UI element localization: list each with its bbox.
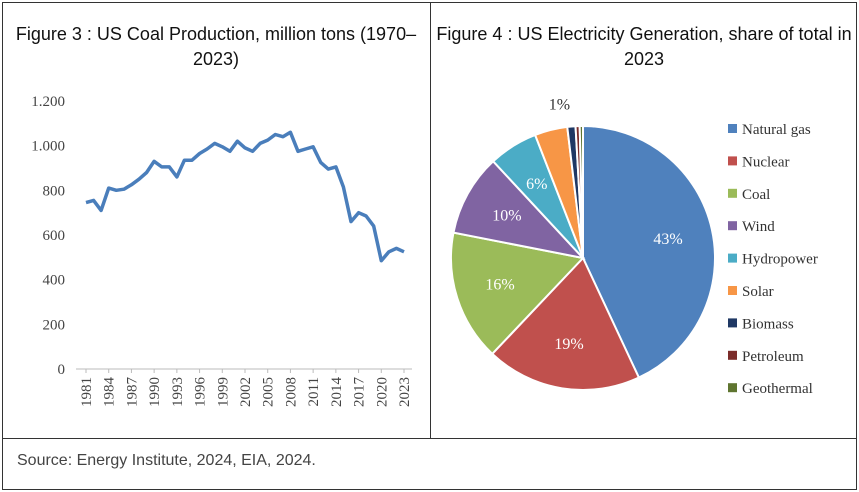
pie-slice: [452, 159, 586, 260]
legend-label: Nuclear: [742, 154, 789, 170]
source-note: Source: Energy Institute, 2024, EIA, 202…: [17, 452, 316, 469]
y-tick-label: 400: [43, 273, 66, 289]
pie-slice: [578, 124, 584, 259]
legend-label: Petroleum: [742, 349, 804, 365]
x-tick-label: 2020: [374, 377, 390, 407]
x-tick-label: 2023: [397, 377, 413, 407]
legend-label: Hydropower: [742, 252, 818, 268]
legend-swatch: [728, 124, 737, 133]
x-tick-label: 1984: [102, 377, 118, 408]
pie-slice: [450, 231, 585, 356]
x-tick-label: 2005: [261, 377, 277, 407]
y-tick-label: 800: [43, 183, 66, 199]
x-tick-label: 2002: [238, 377, 254, 407]
y-tick-label: 0: [58, 362, 66, 378]
pie-slice: [490, 256, 641, 391]
y-tick-label: 1.000: [31, 139, 65, 155]
x-tick-label: 1999: [215, 377, 231, 407]
legend-swatch: [728, 221, 737, 231]
x-tick-label: 1990: [147, 377, 163, 407]
legend-swatch: [728, 253, 737, 263]
y-tick-label: 200: [43, 317, 66, 333]
y-tick-label: 600: [43, 228, 66, 244]
data-label: 6%: [526, 176, 547, 193]
x-tick-label: 1996: [193, 377, 209, 408]
legend-label: Coal: [742, 187, 770, 203]
legend-swatch: [728, 383, 737, 393]
legend-label: Biomass: [742, 316, 794, 332]
y-tick-label: 1.200: [31, 94, 65, 110]
x-tick-label: 1981: [79, 377, 95, 407]
data-label: 1%: [549, 97, 570, 114]
data-line: [85, 130, 405, 263]
chart-title: Figure 4 : US Electricity Generation, sh…: [436, 24, 852, 69]
data-label: 43%: [653, 231, 682, 248]
pie-slice: [582, 124, 716, 379]
legend-swatch: [728, 188, 737, 198]
x-tick-label: 2017: [352, 377, 368, 408]
legend-swatch: [728, 318, 737, 328]
data-label: 16%: [485, 277, 514, 294]
x-tick-label: 1987: [124, 377, 140, 408]
data-label: 19%: [554, 336, 583, 353]
x-tick-label: 2011: [306, 377, 322, 406]
chart-title: Figure 3 : US Coal Production, million t…: [15, 24, 417, 69]
legend-label: Geothermal: [742, 381, 813, 397]
legend-label: Solar: [742, 284, 774, 300]
legend-swatch: [728, 156, 737, 166]
x-tick-label: 2014: [329, 377, 345, 408]
legend-label: Natural gas: [742, 122, 811, 138]
x-tick-label: 2008: [283, 377, 299, 407]
legend-swatch: [728, 286, 737, 295]
x-tick-label: 1993: [170, 377, 186, 407]
legend-swatch: [728, 350, 737, 360]
data-label: 10%: [492, 208, 521, 225]
legend-label: Wind: [742, 219, 775, 235]
